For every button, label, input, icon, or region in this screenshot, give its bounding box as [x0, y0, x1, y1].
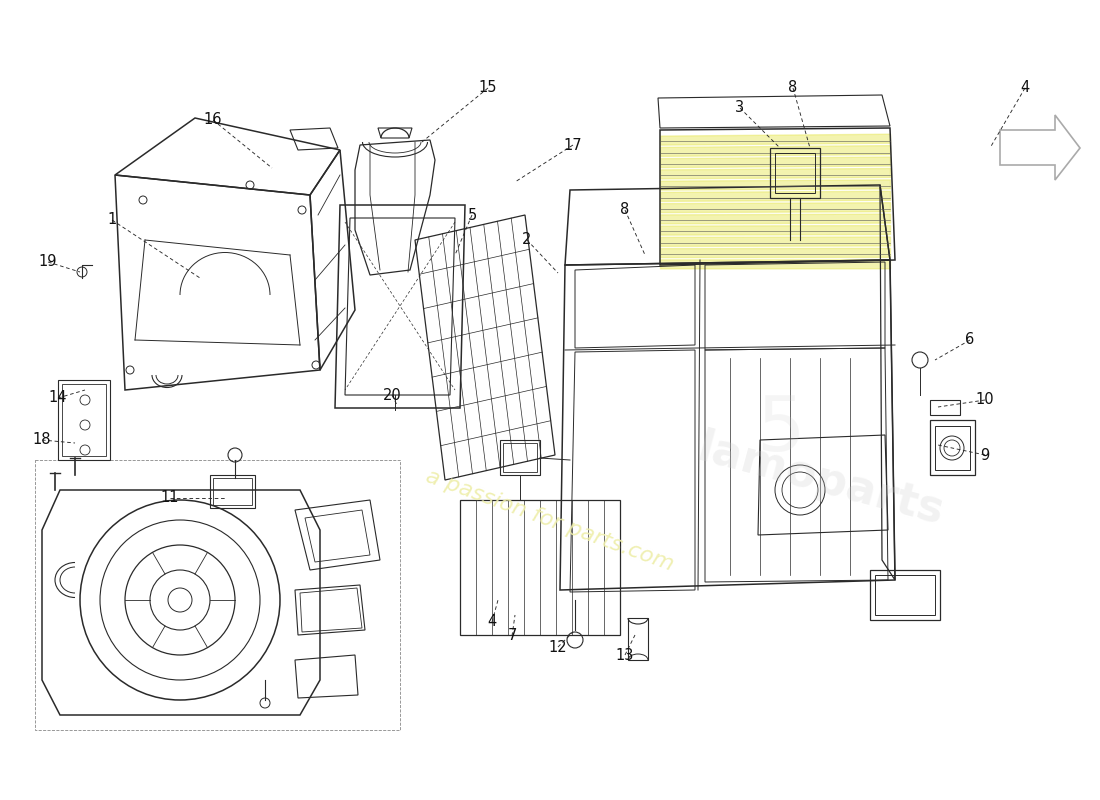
Text: a passion for parts.com: a passion for parts.com — [424, 466, 676, 574]
Text: 4: 4 — [1021, 81, 1030, 95]
Text: 4: 4 — [487, 614, 496, 630]
Text: 11: 11 — [161, 490, 179, 506]
Text: 5: 5 — [756, 393, 804, 467]
Text: 19: 19 — [39, 254, 57, 270]
Text: 12: 12 — [549, 639, 568, 654]
Text: 5: 5 — [468, 207, 476, 222]
Text: 20: 20 — [383, 387, 402, 402]
Text: 14: 14 — [48, 390, 67, 406]
Text: 17: 17 — [563, 138, 582, 153]
Text: 8: 8 — [789, 81, 797, 95]
Text: 2: 2 — [522, 233, 531, 247]
Text: 9: 9 — [980, 447, 990, 462]
Text: 8: 8 — [620, 202, 629, 218]
Text: 16: 16 — [204, 113, 222, 127]
Text: lamoparts: lamoparts — [692, 426, 948, 534]
Text: 3: 3 — [736, 101, 745, 115]
Text: 15: 15 — [478, 81, 497, 95]
Text: 7: 7 — [507, 629, 517, 643]
Text: 18: 18 — [33, 433, 52, 447]
Text: 6: 6 — [966, 333, 975, 347]
Text: 1: 1 — [108, 213, 117, 227]
Text: 10: 10 — [976, 393, 994, 407]
Text: 13: 13 — [616, 647, 635, 662]
